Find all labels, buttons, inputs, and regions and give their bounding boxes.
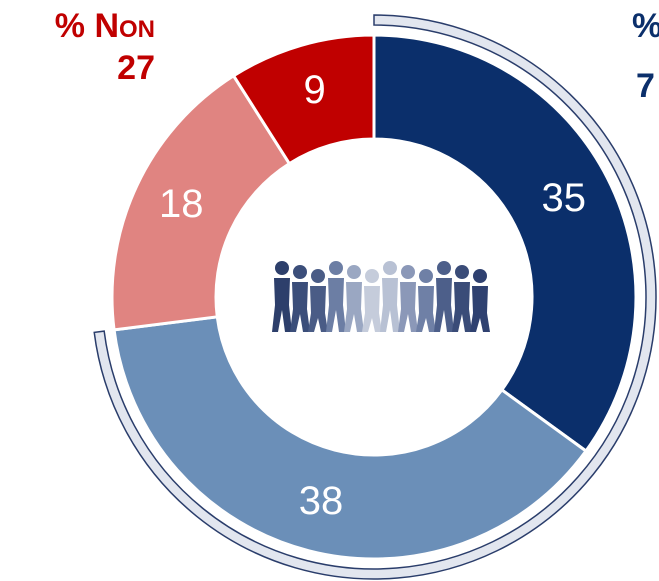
runner-body bbox=[398, 282, 418, 332]
runner-body bbox=[326, 278, 346, 332]
runner-body bbox=[362, 286, 382, 332]
annotation-value: 7 bbox=[636, 67, 655, 105]
annotation-value: 27 bbox=[117, 49, 155, 87]
runner-head bbox=[455, 265, 469, 279]
wedge bbox=[372, 33, 638, 454]
value-label: 35 bbox=[542, 176, 587, 220]
runner-head bbox=[419, 269, 433, 283]
runner-head bbox=[275, 261, 289, 275]
runner-head bbox=[401, 265, 415, 279]
wedge bbox=[112, 315, 589, 561]
runner-body bbox=[416, 286, 436, 332]
runner-body bbox=[434, 278, 454, 332]
runner-body bbox=[290, 282, 310, 332]
runner-body bbox=[308, 286, 328, 332]
runner-head bbox=[329, 261, 343, 275]
runner-head bbox=[473, 269, 487, 283]
runner-head bbox=[437, 261, 451, 275]
runner-body bbox=[452, 282, 472, 332]
value-label: 38 bbox=[299, 479, 344, 523]
bracket-ring bbox=[93, 14, 657, 580]
runner-head bbox=[347, 265, 361, 279]
annotation-title: % bbox=[632, 7, 659, 45]
runner-body bbox=[470, 286, 490, 332]
runner-body bbox=[380, 278, 400, 332]
value-label: 9 bbox=[303, 68, 325, 112]
runner-body bbox=[344, 282, 364, 332]
runner-head bbox=[365, 269, 379, 283]
runner-head bbox=[383, 261, 397, 275]
runner-head bbox=[293, 265, 307, 279]
wedge bbox=[231, 33, 376, 166]
value-label: 18 bbox=[159, 182, 204, 226]
runner-head bbox=[311, 269, 325, 283]
annotation-title: % Non bbox=[55, 7, 155, 45]
runner-body bbox=[272, 278, 292, 332]
runners-image bbox=[272, 261, 490, 332]
